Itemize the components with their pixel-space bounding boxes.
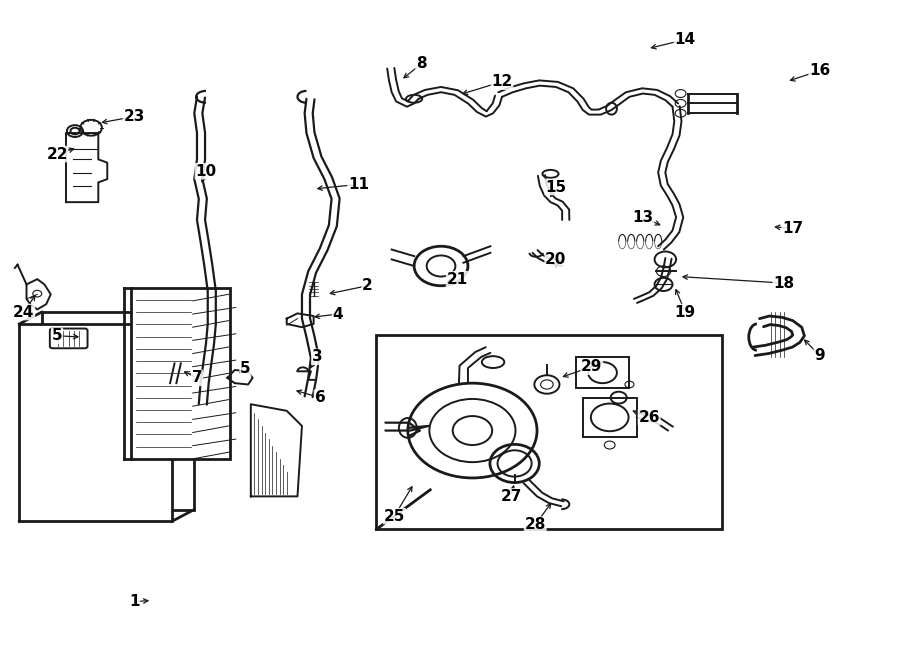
Text: 12: 12: [491, 74, 513, 89]
Text: 9: 9: [814, 348, 825, 363]
Text: 14: 14: [674, 32, 696, 47]
Text: 3: 3: [312, 349, 322, 364]
Text: 21: 21: [446, 272, 468, 287]
Text: 5: 5: [240, 361, 251, 376]
Text: 1: 1: [129, 594, 140, 609]
Text: 10: 10: [195, 164, 217, 178]
FancyBboxPatch shape: [50, 329, 87, 348]
Bar: [131, 288, 230, 459]
Text: 23: 23: [123, 109, 145, 124]
Text: 13: 13: [633, 210, 653, 225]
Text: 17: 17: [782, 221, 804, 236]
Text: 6: 6: [314, 390, 325, 405]
Text: 4: 4: [332, 307, 343, 321]
Text: 26: 26: [638, 410, 660, 425]
Text: 25: 25: [383, 508, 405, 524]
Text: 19: 19: [674, 305, 696, 319]
Bar: [376, 335, 722, 529]
Bar: [41, 312, 194, 510]
Text: 29: 29: [581, 359, 602, 374]
Bar: [576, 357, 629, 389]
Text: 8: 8: [416, 56, 427, 71]
Text: 16: 16: [809, 63, 831, 78]
Text: 5: 5: [51, 329, 62, 343]
Bar: [19, 324, 172, 522]
Text: 15: 15: [545, 180, 566, 194]
Text: 7: 7: [192, 370, 202, 385]
Text: 24: 24: [14, 305, 34, 319]
Text: 18: 18: [773, 276, 795, 291]
Text: 28: 28: [525, 517, 546, 532]
Text: 2: 2: [362, 278, 373, 293]
Bar: [583, 398, 636, 437]
Text: 22: 22: [46, 147, 68, 161]
Text: 11: 11: [348, 177, 369, 192]
Text: 27: 27: [500, 489, 522, 504]
Text: 20: 20: [545, 252, 567, 267]
